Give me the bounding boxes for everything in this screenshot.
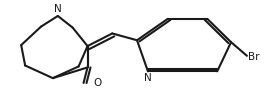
Text: O: O	[93, 78, 102, 88]
Text: N: N	[144, 73, 152, 83]
Text: Br: Br	[248, 52, 259, 62]
Text: N: N	[54, 4, 62, 14]
